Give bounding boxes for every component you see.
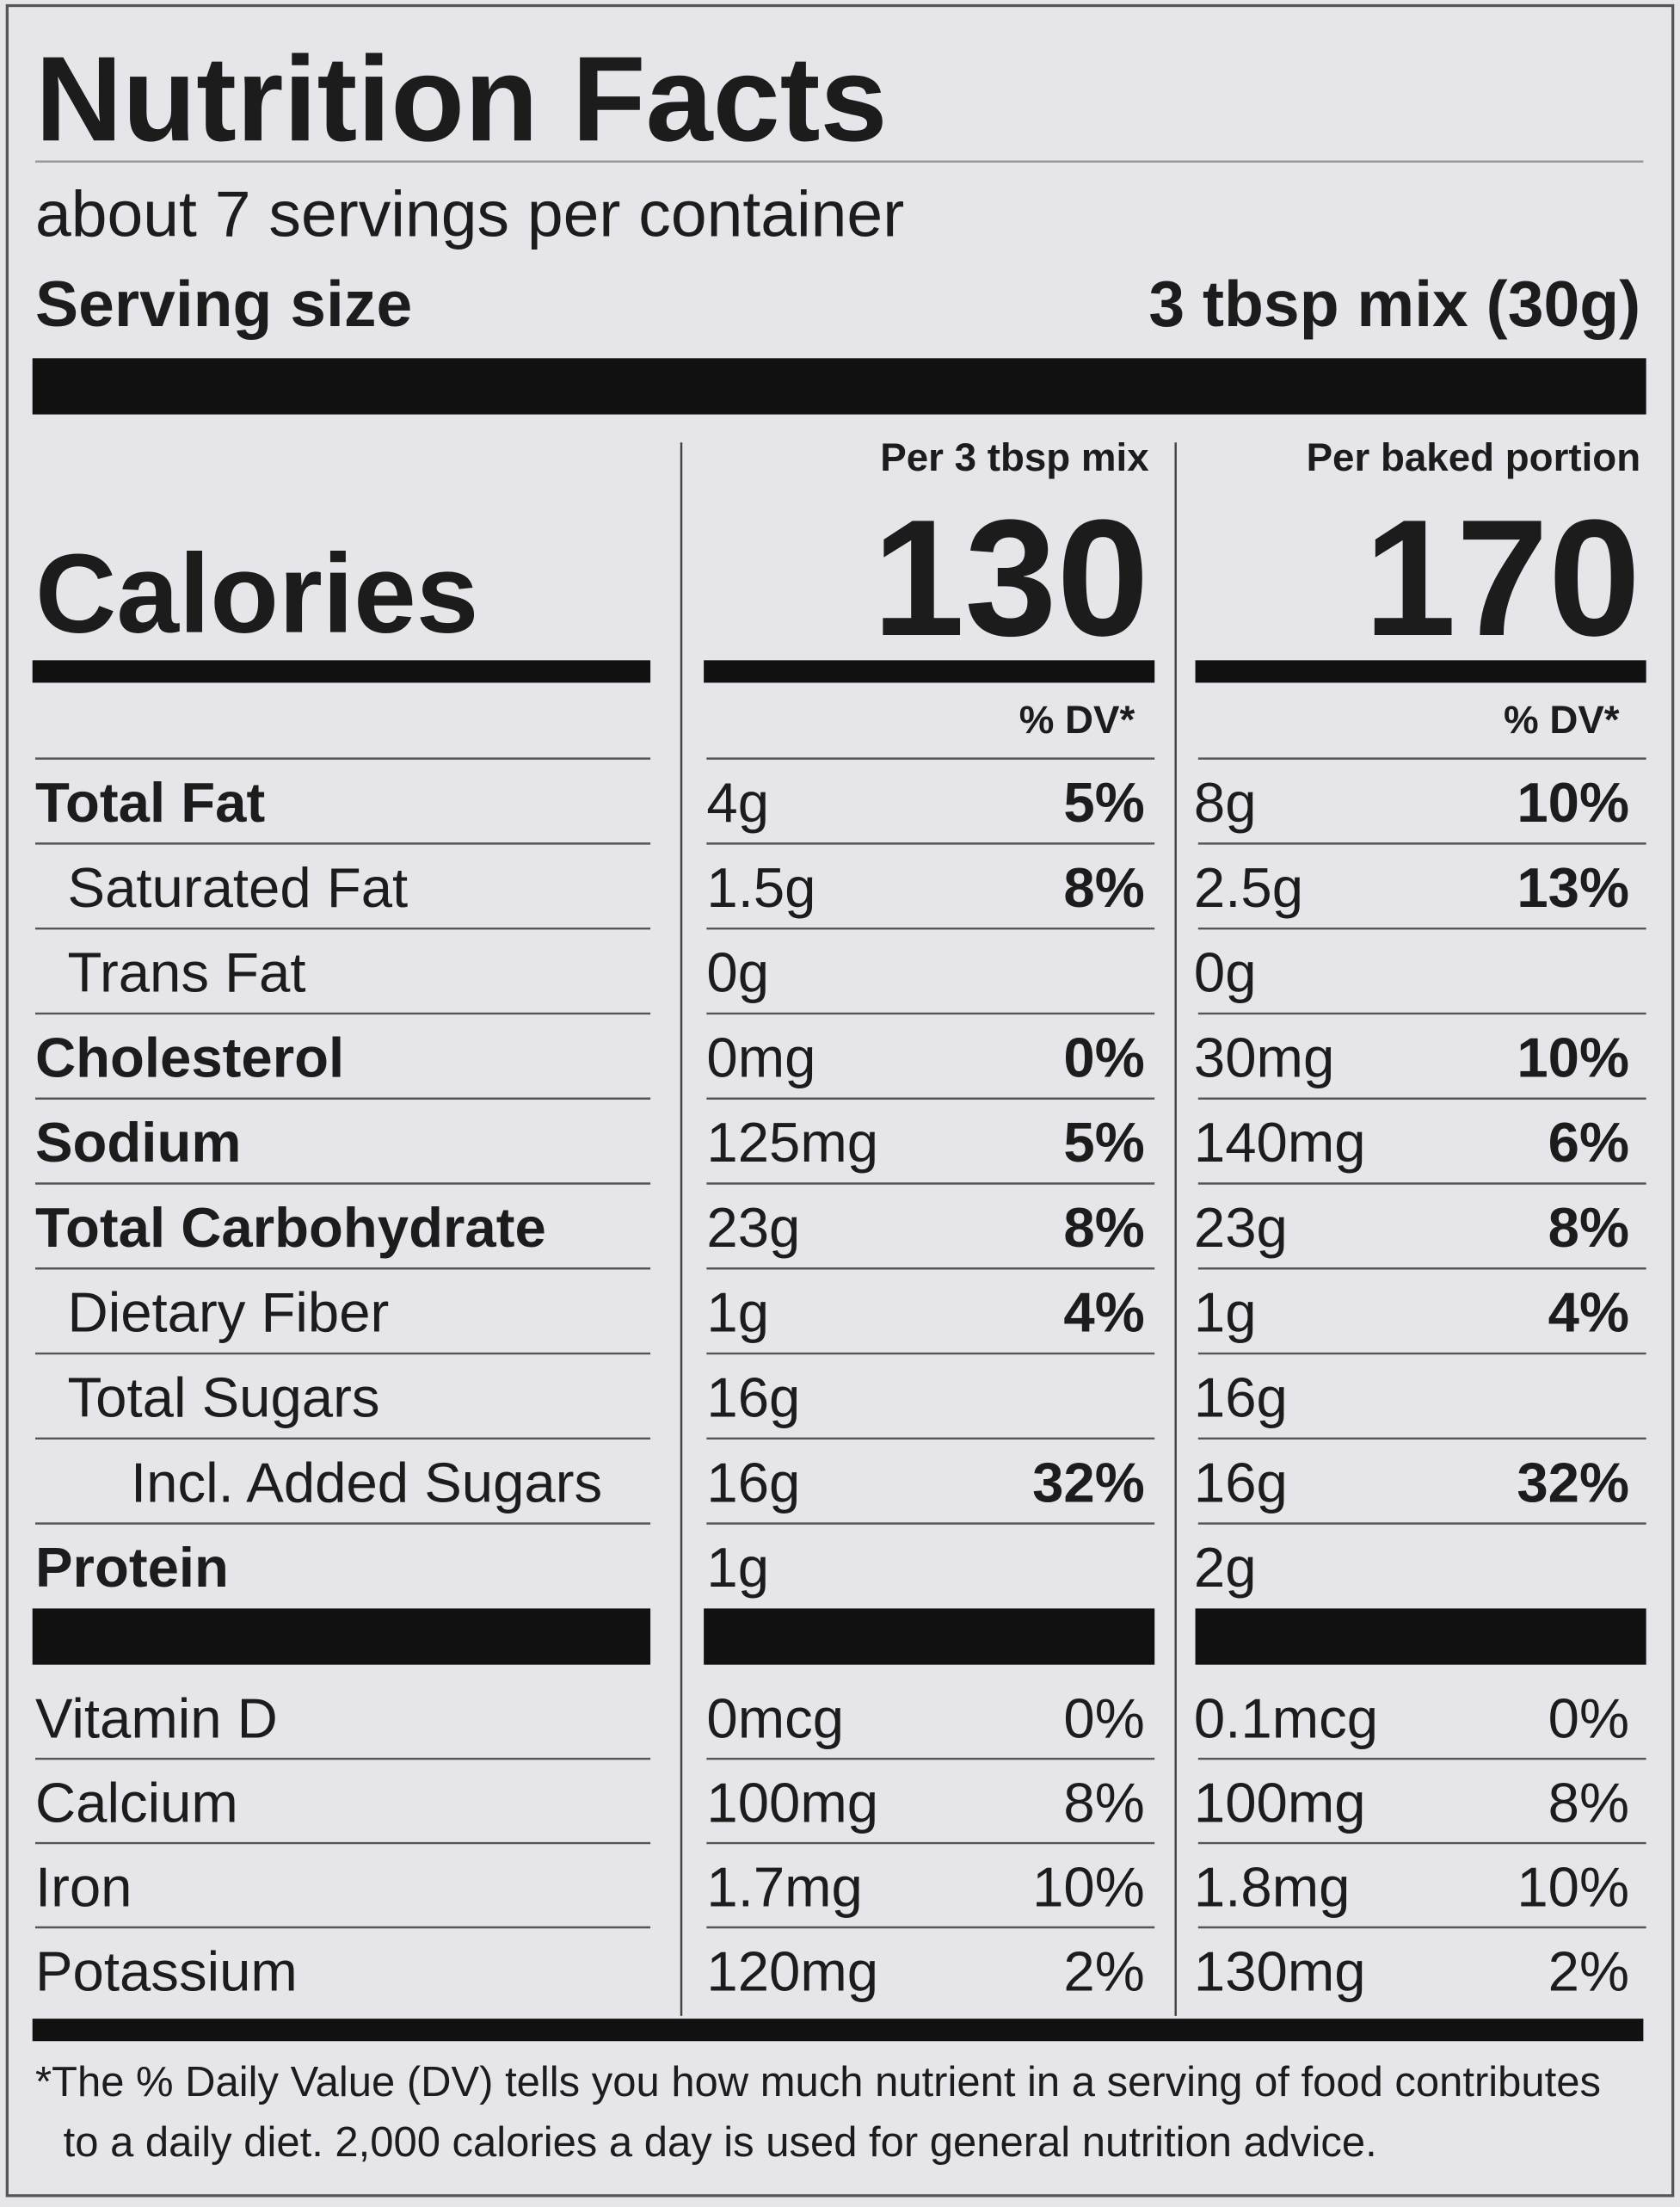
column-header: Per baked portion — [1307, 435, 1641, 479]
amount: 16g — [706, 1451, 800, 1513]
footnote: *The % Daily Value (DV) tells you how mu… — [35, 2059, 1601, 2105]
amount: 100mg — [1194, 1772, 1366, 1834]
amount: 16g — [706, 1366, 800, 1429]
amount: 100mg — [706, 1772, 878, 1834]
dv-header: % DV* — [1504, 698, 1620, 742]
nutrient-name: Trans Fat — [68, 941, 306, 1004]
thick-bar — [1195, 660, 1646, 683]
daily-value: 10% — [1517, 1026, 1629, 1088]
thick-bar — [32, 660, 651, 683]
daily-value: 10% — [1032, 1856, 1145, 1919]
serving-size-label: Serving size — [35, 268, 412, 340]
amount: 0mg — [706, 1026, 815, 1088]
thick-bar — [704, 1608, 1155, 1665]
daily-value: 10% — [1517, 1856, 1629, 1919]
daily-value: 8% — [1548, 1196, 1629, 1259]
amount: 1.8mg — [1194, 1856, 1350, 1919]
calories-value: 130 — [872, 485, 1148, 670]
nutrient-name: Dietary Fiber — [68, 1281, 390, 1344]
calories-label: Calories — [35, 531, 478, 657]
footnote: to a daily diet. 2,000 calories a day is… — [64, 2119, 1377, 2166]
column-header: Per 3 tbsp mix — [880, 435, 1149, 479]
nutrient-name: Saturated Fat — [68, 856, 409, 919]
nutrient-name: Total Fat — [35, 771, 265, 834]
vitamin-name: Iron — [35, 1856, 132, 1919]
amount: 2.5g — [1194, 856, 1303, 919]
amount: 130mg — [1194, 1939, 1366, 2002]
daily-value: 0% — [1548, 1687, 1629, 1750]
vitamin-name: Calcium — [35, 1772, 238, 1834]
daily-value: 13% — [1517, 856, 1629, 919]
nutrient-name: Incl. Added Sugars — [131, 1451, 602, 1513]
amount: 23g — [1194, 1196, 1288, 1259]
vitamin-name: Potassium — [35, 1939, 298, 2002]
thick-bar — [32, 1608, 651, 1665]
nutrient-name: Cholesterol — [35, 1026, 344, 1088]
daily-value: 4% — [1063, 1281, 1144, 1344]
daily-value: 8% — [1063, 1772, 1144, 1834]
amount: 30mg — [1194, 1026, 1334, 1088]
daily-value: 0% — [1063, 1687, 1144, 1750]
daily-value: 5% — [1063, 1111, 1144, 1174]
serving-size-value: 3 tbsp mix (30g) — [1148, 268, 1640, 340]
thick-bar — [32, 358, 1646, 415]
amount: 0g — [706, 941, 769, 1004]
nutrient-name: Sodium — [35, 1111, 241, 1174]
amount: 125mg — [706, 1111, 878, 1174]
amount: 1g — [706, 1281, 769, 1344]
thick-bar — [1195, 1608, 1646, 1665]
title: Nutrition Facts — [35, 31, 888, 166]
amount: 16g — [1194, 1451, 1288, 1513]
daily-value: 8% — [1063, 856, 1144, 919]
amount: 2g — [1194, 1536, 1257, 1599]
dv-header: % DV* — [1019, 698, 1135, 742]
daily-value: 0% — [1063, 1026, 1144, 1088]
vitamin-name: Vitamin D — [35, 1687, 278, 1750]
daily-value: 6% — [1548, 1111, 1629, 1174]
nutrient-name: Total Carbohydrate — [35, 1196, 546, 1259]
amount: 120mg — [706, 1939, 878, 2002]
nutrient-name: Total Sugars — [68, 1366, 380, 1429]
daily-value: 8% — [1548, 1772, 1629, 1834]
amount: 1g — [706, 1536, 769, 1599]
amount: 16g — [1194, 1366, 1288, 1429]
daily-value: 4% — [1548, 1281, 1629, 1344]
daily-value: 32% — [1032, 1451, 1145, 1513]
amount: 23g — [706, 1196, 800, 1259]
amount: 8g — [1194, 771, 1257, 834]
calories-value: 170 — [1364, 485, 1640, 670]
daily-value: 2% — [1063, 1939, 1144, 2002]
amount: 1.7mg — [706, 1856, 862, 1919]
daily-value: 5% — [1063, 771, 1144, 834]
daily-value: 10% — [1517, 771, 1629, 834]
amount: 140mg — [1194, 1111, 1366, 1174]
amount: 0mcg — [706, 1687, 844, 1750]
thick-bar — [704, 660, 1155, 683]
daily-value: 2% — [1548, 1939, 1629, 2002]
amount: 1g — [1194, 1281, 1257, 1344]
amount: 0.1mcg — [1194, 1687, 1378, 1750]
thick-bar — [32, 2019, 1644, 2042]
amount: 0g — [1194, 941, 1257, 1004]
servings: about 7 servings per container — [35, 177, 904, 250]
amount: 1.5g — [706, 856, 815, 919]
nutrient-name: Protein — [35, 1536, 229, 1599]
daily-value: 32% — [1517, 1451, 1629, 1513]
daily-value: 8% — [1063, 1196, 1144, 1259]
amount: 4g — [706, 771, 769, 834]
